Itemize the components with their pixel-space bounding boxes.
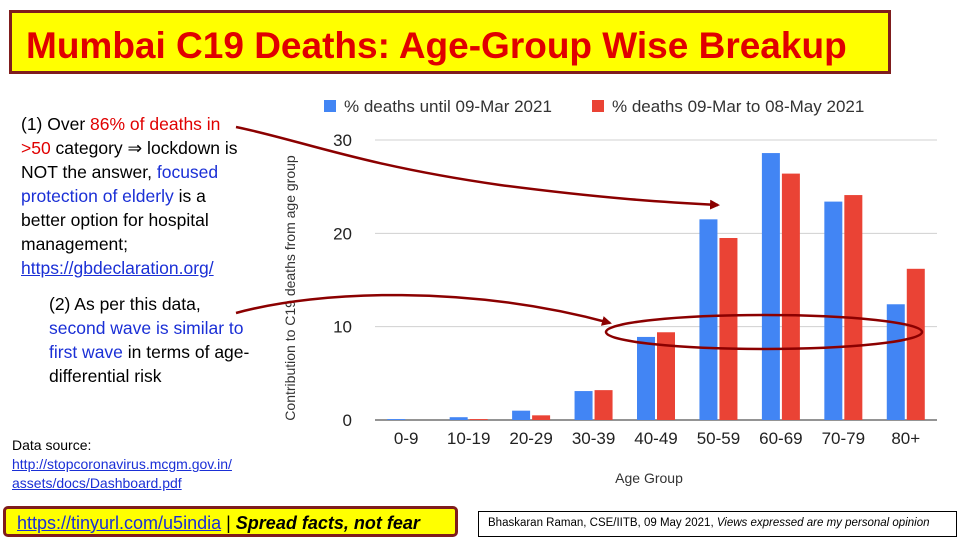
bar-series1-70-79 — [824, 201, 843, 420]
bar-series2-40-49 — [657, 332, 675, 420]
footer-slogan: Spread facts, not fear — [235, 513, 420, 533]
x-tick-label: 0-9 — [394, 429, 419, 448]
bar-series1-80+ — [886, 304, 905, 420]
y-axis-label: Contribution to C19 deaths from age grou… — [282, 155, 298, 421]
data-source-link-2[interactable]: assets/docs/Dashboard.pdf — [12, 475, 182, 491]
note2-text-b: in terms of age-differential risk — [49, 342, 250, 386]
footer-slogan-box: https://tinyurl.com/u5india | Spread fac… — [3, 506, 458, 537]
gridlines — [375, 139, 937, 421]
x-tick-label: 70-79 — [822, 429, 865, 448]
x-tick-label: 10-19 — [447, 429, 490, 448]
x-tick-label: 20-29 — [509, 429, 552, 448]
tinyurl-link[interactable]: https://tinyurl.com/u5india — [17, 513, 222, 533]
footer-credit: Bhaskaran Raman, CSE/IITB, 09 May 2021, — [488, 517, 717, 529]
bar-series1-60-69 — [761, 153, 780, 421]
note2-text-a: (2) As per this data, — [49, 294, 201, 314]
footer-separator: | — [221, 513, 236, 533]
note-second-wave: (2) As per this data, second wave is sim… — [49, 292, 259, 388]
y-tick-label: 10 — [333, 318, 352, 337]
arrow-2 — [235, 293, 612, 326]
bar-series2-70-79 — [844, 195, 863, 420]
footer-opinion: Views expressed are my personal opinion — [716, 517, 930, 529]
x-tick-label: 50-59 — [697, 429, 740, 448]
bar-series2-50-59 — [719, 238, 738, 420]
footer-credit-box: Bhaskaran Raman, CSE/IITB, 09 May 2021, … — [478, 511, 957, 537]
note1-text-a: (1) Over — [21, 114, 91, 134]
bar-series2-60-69 — [781, 173, 800, 420]
bar-series1-30-39 — [574, 391, 593, 420]
bar-series1-50-59 — [699, 219, 718, 420]
bar-series1-0-9 — [387, 419, 406, 420]
data-source-link-1[interactable]: http://stopcoronavirus.mcgm.gov.in/ — [12, 456, 232, 472]
note2-highlight: second wave is similar to first wave — [49, 318, 244, 362]
bars — [387, 153, 925, 421]
page-title: Mumbai C19 Deaths: Age-Group Wise Breaku… — [26, 25, 847, 66]
x-axis-label: Age Group — [615, 470, 683, 486]
x-tick-labels: 0-9 10-19 20-29 30-39 40-49 50-59 60-69 70-79 80… — [394, 429, 920, 448]
x-tick-label: 60-69 — [759, 429, 802, 448]
legend-label-series2: % deaths 09-Mar to 08-May 2021 — [612, 97, 864, 116]
legend-swatch-series1 — [324, 100, 336, 112]
bar-series1-40-49 — [637, 336, 655, 420]
legend-label-series1: % deaths until 09-Mar 2021 — [344, 97, 552, 116]
x-tick-label: 40-49 — [634, 429, 677, 448]
x-tick-label: 30-39 — [572, 429, 615, 448]
arrow-1 — [235, 125, 720, 210]
gbdeclaration-link[interactable]: https://gbdeclaration.org/ — [21, 258, 214, 278]
x-tick-label: 80+ — [891, 429, 920, 448]
note1-highlight-deaths: 86% of deaths in >50 — [21, 114, 221, 158]
note1-highlight-protection: focused protection of elderly — [21, 162, 219, 206]
y-tick-label: 30 — [333, 131, 352, 150]
bar-series1-10-19 — [449, 417, 468, 420]
note-lockdown: (1) Over 86% of deaths in >50 category ⇒… — [21, 112, 251, 280]
legend: % deaths until 09-Mar 2021 % deaths 09-M… — [324, 97, 864, 116]
y-tick-label: 20 — [333, 224, 352, 243]
title-banner: Mumbai C19 Deaths: Age-Group Wise Breaku… — [9, 10, 891, 74]
y-tick-labels: 0 10 20 30 — [333, 131, 352, 430]
highlight-ellipse — [604, 313, 924, 351]
bar-series1-20-29 — [512, 410, 531, 420]
legend-swatch-series2 — [592, 100, 604, 112]
data-source: Data source: http://stopcoronavirus.mcgm… — [12, 436, 232, 493]
note1-text-b: category ⇒ lockdown is NOT the answer, — [21, 138, 238, 182]
note1-text-c: is a better option for hospital manageme… — [21, 186, 209, 254]
bar-series2-30-39 — [594, 390, 613, 420]
data-source-label: Data source: — [12, 437, 92, 453]
bar-series2-20-29 — [532, 415, 551, 420]
bar-series2-10-19 — [469, 419, 488, 420]
bar-series2-80+ — [906, 268, 925, 420]
y-tick-label: 0 — [343, 411, 352, 430]
